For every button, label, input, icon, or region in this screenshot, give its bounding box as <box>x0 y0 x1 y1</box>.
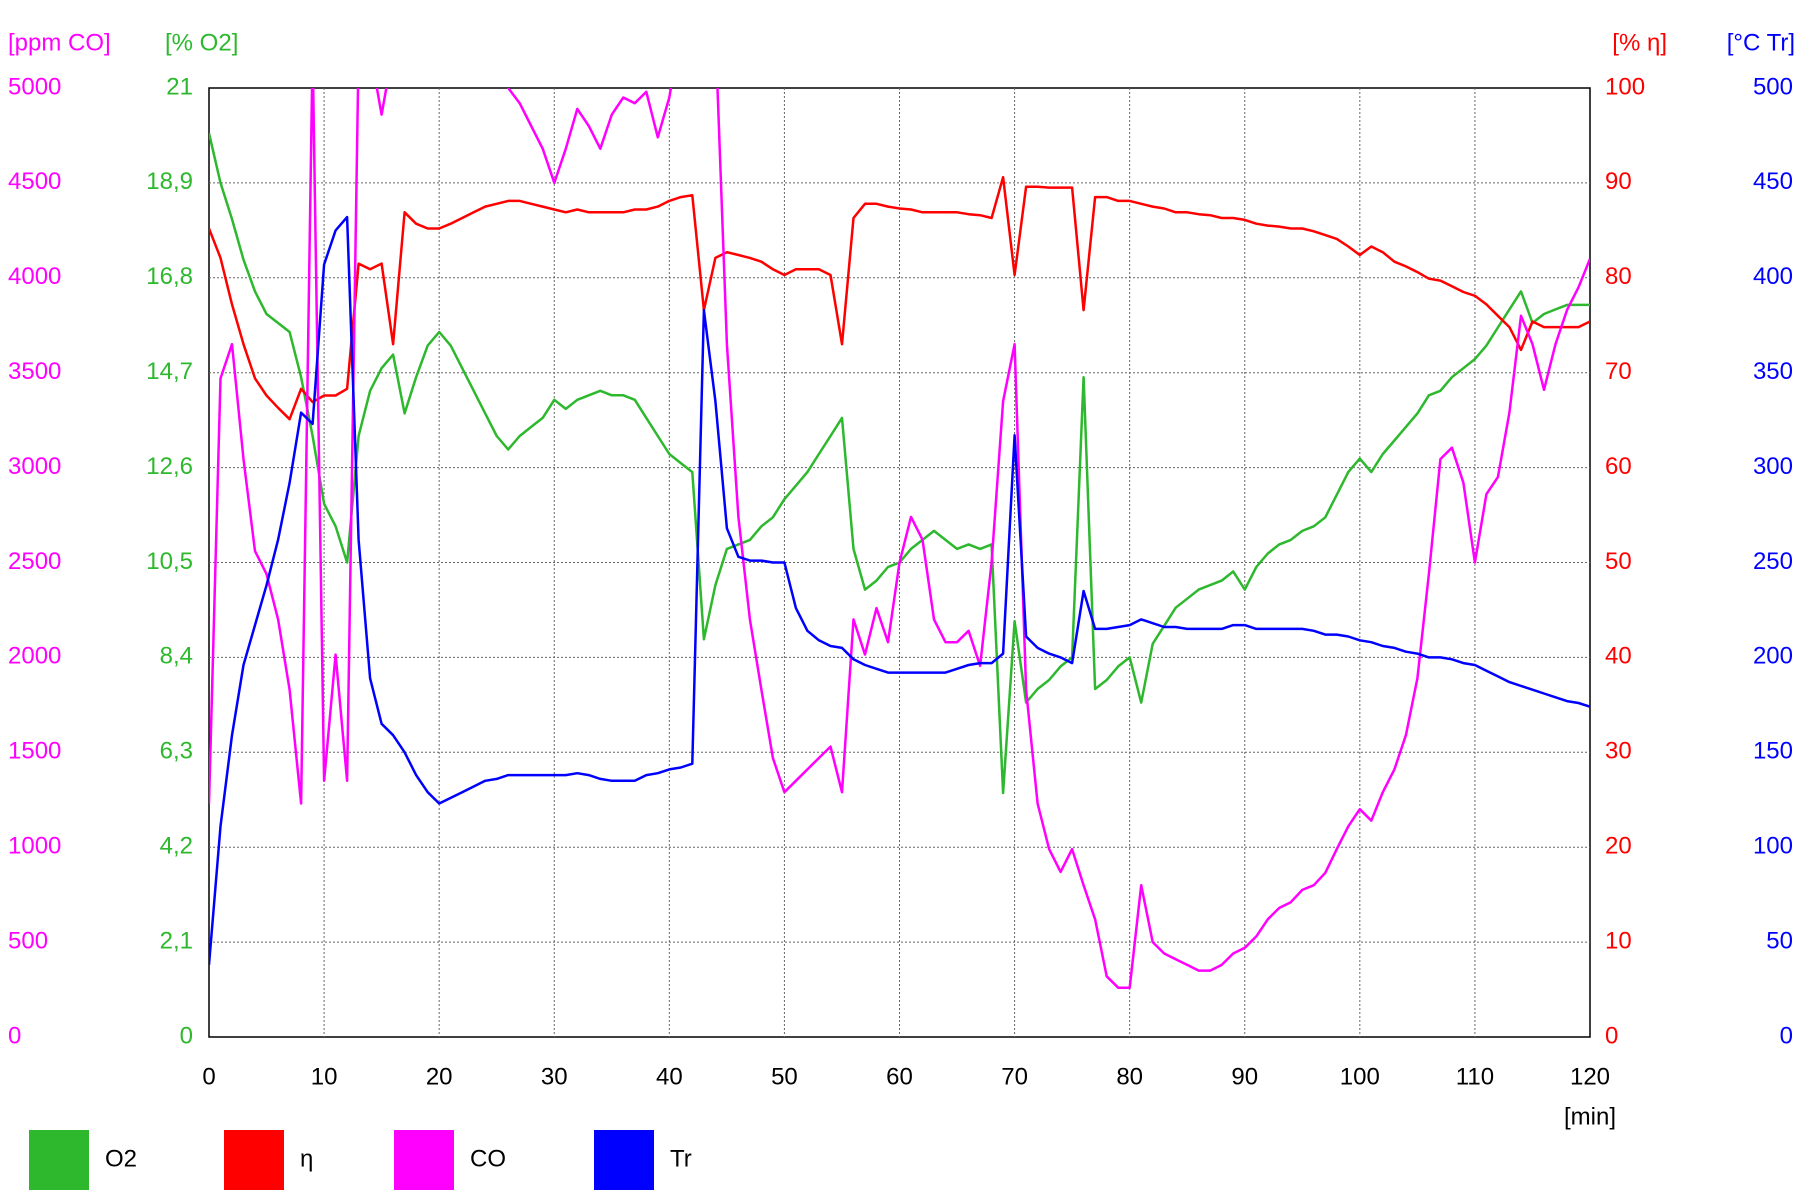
legend-label: CO <box>470 1145 506 1172</box>
y-tick-label: 100 <box>1753 833 1793 860</box>
series-line <box>209 215 1590 966</box>
legend-label: O2 <box>105 1145 137 1172</box>
axis-title: [ppm CO] <box>8 29 111 56</box>
y-tick-label: 0 <box>8 1022 21 1049</box>
axis-title: [% η] <box>1612 29 1667 56</box>
y-tick-label: 16,8 <box>146 263 193 290</box>
x-tick-label: 20 <box>426 1063 453 1090</box>
legend-swatch <box>29 1130 89 1190</box>
y-tick-label: 500 <box>1753 73 1793 100</box>
x-tick-label: 110 <box>1456 1063 1494 1090</box>
x-tick-label: 70 <box>1001 1063 1028 1090</box>
y-tick-label: 50 <box>1605 548 1632 575</box>
y-tick-label: 60 <box>1605 453 1632 480</box>
y-tick-label: 300 <box>1753 453 1793 480</box>
x-tick-label: 10 <box>311 1063 338 1090</box>
axis-title: [°C Tr] <box>1727 29 1795 56</box>
series-line <box>209 88 1590 989</box>
y-tick-label: 500 <box>8 927 48 954</box>
x-tick-label: 50 <box>771 1063 798 1090</box>
y-tick-label: 40 <box>1605 643 1632 670</box>
x-axis-label: [min] <box>1564 1103 1616 1130</box>
y-tick-label: 12,6 <box>146 453 193 480</box>
y-tick-label: 14,7 <box>146 358 193 385</box>
x-tick-label: 100 <box>1340 1063 1380 1090</box>
x-tick-label: 40 <box>656 1063 683 1090</box>
legend-swatch <box>594 1130 654 1190</box>
x-tick-label: 90 <box>1231 1063 1258 1090</box>
y-tick-label: 30 <box>1605 738 1632 765</box>
legend-label: η <box>300 1145 313 1172</box>
y-tick-label: 4500 <box>8 168 61 195</box>
y-tick-label: 100 <box>1605 73 1645 100</box>
y-tick-label: 90 <box>1605 168 1632 195</box>
y-tick-label: 150 <box>1753 738 1793 765</box>
y-tick-label: 10 <box>1605 927 1632 954</box>
x-tick-label: 60 <box>886 1063 913 1090</box>
y-tick-label: 4000 <box>8 263 61 290</box>
x-tick-label: 80 <box>1116 1063 1143 1090</box>
x-tick-label: 120 <box>1570 1063 1610 1090</box>
y-tick-label: 1000 <box>8 833 61 860</box>
legend-swatch <box>394 1130 454 1190</box>
y-tick-label: 5000 <box>8 73 61 100</box>
y-tick-label: 2,1 <box>160 927 193 954</box>
y-tick-label: 3500 <box>8 358 61 385</box>
y-tick-label: 8,4 <box>160 643 193 670</box>
y-tick-label: 2000 <box>8 643 61 670</box>
y-tick-label: 1500 <box>8 738 61 765</box>
y-tick-label: 250 <box>1753 548 1793 575</box>
legend-label: Tr <box>670 1145 692 1172</box>
y-tick-label: 400 <box>1753 263 1793 290</box>
y-tick-label: 0 <box>180 1022 193 1049</box>
y-tick-label: 50 <box>1766 927 1793 954</box>
y-tick-label: 21 <box>166 73 193 100</box>
y-tick-label: 4,2 <box>160 833 193 860</box>
y-tick-label: 450 <box>1753 168 1793 195</box>
y-tick-label: 18,9 <box>146 168 193 195</box>
labels: 0 10 20 30 40 50 60 70 80 90 100 110 120[ppm CO]0500… <box>8 29 1795 1190</box>
axis-title: [% O2] <box>165 29 238 56</box>
y-tick-label: 3000 <box>8 453 61 480</box>
y-tick-label: 200 <box>1753 643 1793 670</box>
y-tick-label: 70 <box>1605 358 1632 385</box>
x-tick-label: 0 <box>202 1063 215 1090</box>
y-tick-label: 10,5 <box>146 548 193 575</box>
x-tick-label: 30 <box>541 1063 568 1090</box>
legend-swatch <box>224 1130 284 1190</box>
y-tick-label: 0 <box>1605 1022 1618 1049</box>
lines <box>209 88 1590 989</box>
y-tick-label: 350 <box>1753 358 1793 385</box>
y-tick-label: 2500 <box>8 548 61 575</box>
y-tick-label: 0 <box>1780 1022 1793 1049</box>
y-tick-label: 80 <box>1605 263 1632 290</box>
y-tick-label: 20 <box>1605 833 1632 860</box>
series-line <box>209 175 1590 421</box>
y-tick-label: 6,3 <box>160 738 193 765</box>
